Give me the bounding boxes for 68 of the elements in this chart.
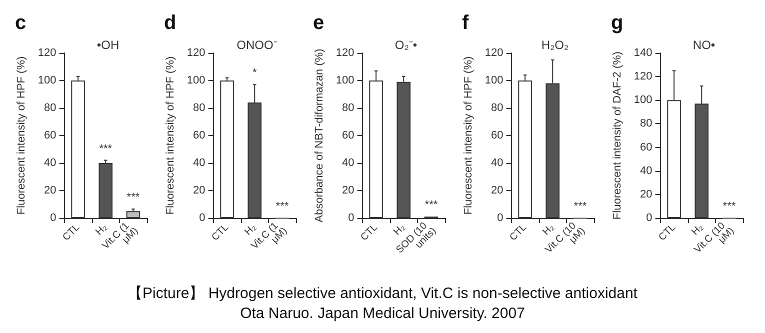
y-axis-title: Fluorescent intensity of HPF (%) — [164, 56, 176, 215]
x-tick-label: CTL — [210, 222, 232, 244]
chart-subtitle: H₂O₂ — [541, 38, 569, 52]
x-tick-label: H₂ — [392, 222, 408, 238]
text: 【Picture】 Hydrogen selective antioxidant, Vit.C is non-selective antioxidant — [126, 284, 638, 304]
y-tick-label: 40 — [342, 157, 354, 169]
y-tick-label: 40 — [193, 157, 206, 169]
y-tick-label: 100 — [186, 74, 206, 86]
x-tick-label: CTL — [60, 222, 82, 244]
y-tick-label: 40 — [44, 157, 56, 169]
y-tick-label: 120 — [186, 47, 206, 59]
y-tick-label: 80 — [44, 102, 56, 114]
y-tick-label: 60 — [491, 130, 504, 142]
y-tick-label: 120 — [38, 47, 56, 59]
y-tick-label: 0 — [497, 212, 504, 224]
annotation: *** — [99, 142, 113, 155]
annotation: *** — [722, 200, 736, 212]
chart-subtitle: ONOO⁻ — [236, 38, 278, 52]
y-tick-label: 80 — [342, 102, 354, 114]
y-tick-label: 120 — [336, 47, 354, 59]
y-tick-label: 60 — [640, 141, 652, 154]
y-axis-title: Absorbance of NBT-diformazan (%) — [314, 48, 326, 222]
y-tick-label: 100 — [634, 94, 652, 106]
y-tick-label: 60 — [193, 130, 206, 142]
chart-subtitle: O₂⁻• — [394, 38, 418, 52]
chart-title: c — [15, 12, 26, 34]
y-tick-label: 40 — [491, 157, 504, 169]
x-tick-label: CTL — [656, 222, 678, 244]
chart-title: f — [462, 12, 469, 34]
y-tick-label: 20 — [640, 188, 652, 200]
y-tick-label: 120 — [484, 47, 504, 59]
y-axis-title: Fluorescent intensity of HPF (%) — [16, 56, 28, 215]
y-tick-label: 40 — [640, 164, 652, 177]
annotation: *** — [276, 200, 290, 212]
y-axis-title: Fluorescent intensity of HPF (%) — [462, 56, 474, 215]
y-tick-label: 100 — [336, 74, 354, 86]
y-tick-label: 20 — [44, 184, 56, 196]
x-tick-label: H₂ — [690, 222, 706, 238]
text: Ota Naruo. Japan Medical University. 2007 — [239, 304, 526, 324]
annotation: * — [252, 67, 258, 80]
y-tick-label: 0 — [348, 212, 354, 224]
y-tick-label: 120 — [634, 70, 652, 83]
y-tick-label: 80 — [491, 102, 504, 114]
y-tick-label: 0 — [199, 212, 206, 224]
chart-title: d — [164, 12, 176, 34]
x-tick-label: H₂ — [540, 222, 557, 238]
y-tick-label: 20 — [193, 184, 206, 196]
y-tick-label: 20 — [491, 184, 504, 196]
chart-title: e — [313, 12, 324, 34]
annotation: *** — [574, 200, 588, 212]
y-tick-label: 80 — [193, 102, 206, 114]
y-tick-label: 100 — [484, 74, 504, 86]
x-tick-label: CTL — [358, 222, 380, 244]
annotation: *** — [126, 192, 140, 204]
chart-subtitle: NO• — [692, 38, 716, 52]
y-tick-label: 60 — [342, 130, 354, 142]
y-tick-label: 0 — [50, 212, 56, 224]
x-tick-label: CTL — [508, 222, 530, 244]
y-tick-label: 80 — [640, 118, 652, 130]
y-tick-label: 20 — [342, 184, 354, 196]
y-tick-label: 140 — [634, 47, 652, 59]
annotation: *** — [424, 199, 438, 212]
y-axis-title: Fluorescent intensity of DAF-2 (%) — [612, 51, 624, 220]
chart-subtitle: •OH — [96, 38, 120, 52]
chart-title: g — [611, 12, 624, 34]
y-tick-label: 60 — [44, 130, 56, 142]
y-tick-label: 100 — [38, 74, 56, 86]
y-tick-label: 0 — [646, 212, 652, 224]
